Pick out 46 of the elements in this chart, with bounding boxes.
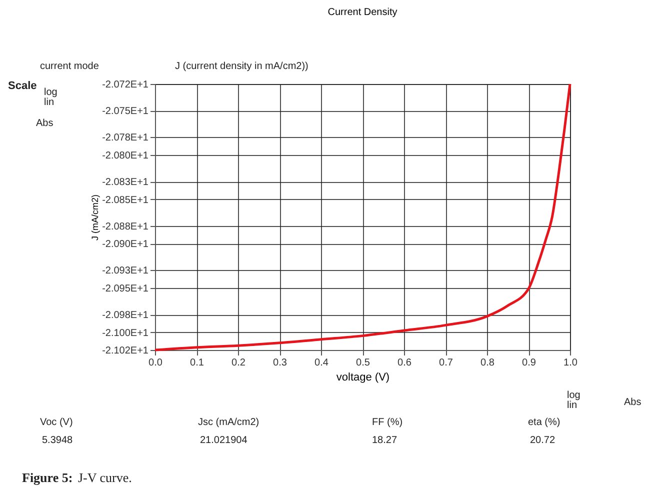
text: FF (%) (372, 417, 403, 428)
y-tick-label: -2.100E+1 (102, 328, 149, 339)
text: 20.72 (530, 435, 556, 446)
text: log (44, 87, 58, 98)
x-tick-label: 0.9 (522, 358, 536, 368)
y-tick-label: -2.098E+1 (102, 310, 149, 322)
text: 5.3948 (42, 435, 74, 446)
text: Jsc (mA/cm2) (198, 417, 260, 428)
x-axis-title: voltage (V) (336, 372, 390, 384)
text: Abs (36, 118, 54, 129)
y-tick-label: -2.083E+1 (102, 177, 149, 188)
text: lin (44, 97, 54, 108)
text: Scale (8, 80, 37, 92)
y-tick-label: -2.080E+1 (102, 150, 149, 162)
text: 18.27 (372, 435, 398, 446)
y-tick-label: -2.088E+1 (102, 221, 149, 232)
y-tick-label: -2.075E+1 (102, 106, 149, 118)
x-tick-label: 0.0 (148, 358, 163, 368)
x-tick-label: 0.8 (480, 358, 495, 368)
y-tick-label: -2.090E+1 (102, 239, 149, 250)
x-tick-label: 0.5 (356, 358, 370, 368)
y-tick-label: -2.093E+1 (102, 266, 149, 277)
y-tick-label: -2.102E+1 (102, 346, 149, 356)
text: Voc (V) (40, 417, 73, 428)
x-tick-label: 0.6 (398, 358, 412, 368)
x-tick-label: 0.4 (314, 358, 329, 368)
y-axis-title: J (mA/cm2) (90, 194, 100, 240)
text: J-V curve. (78, 470, 132, 485)
text: lin (567, 400, 578, 411)
chart-title: Current Density (328, 7, 398, 18)
text: 21.021904 (200, 435, 248, 446)
text: log (567, 390, 580, 401)
x-tick-label: 0.7 (439, 358, 454, 368)
y-tick-label: -2.078E+1 (102, 132, 149, 144)
x-tick-label: 1.0 (564, 358, 578, 368)
y-tick-label: -2.072E+1 (102, 80, 149, 90)
text: Abs (624, 397, 642, 408)
y-tick-label: -2.095E+1 (102, 283, 149, 294)
x-tick-label: 0.2 (232, 358, 246, 368)
x-tick-label: 0.3 (273, 358, 288, 368)
x-tick-label: 0.1 (190, 358, 204, 368)
text: J (current density in mA/cm2)) (175, 61, 308, 72)
y-tick-label: -2.085E+1 (102, 194, 149, 206)
text: eta (%) (528, 417, 560, 428)
text: current mode (40, 61, 100, 72)
caption: Figure 5: (22, 470, 73, 485)
